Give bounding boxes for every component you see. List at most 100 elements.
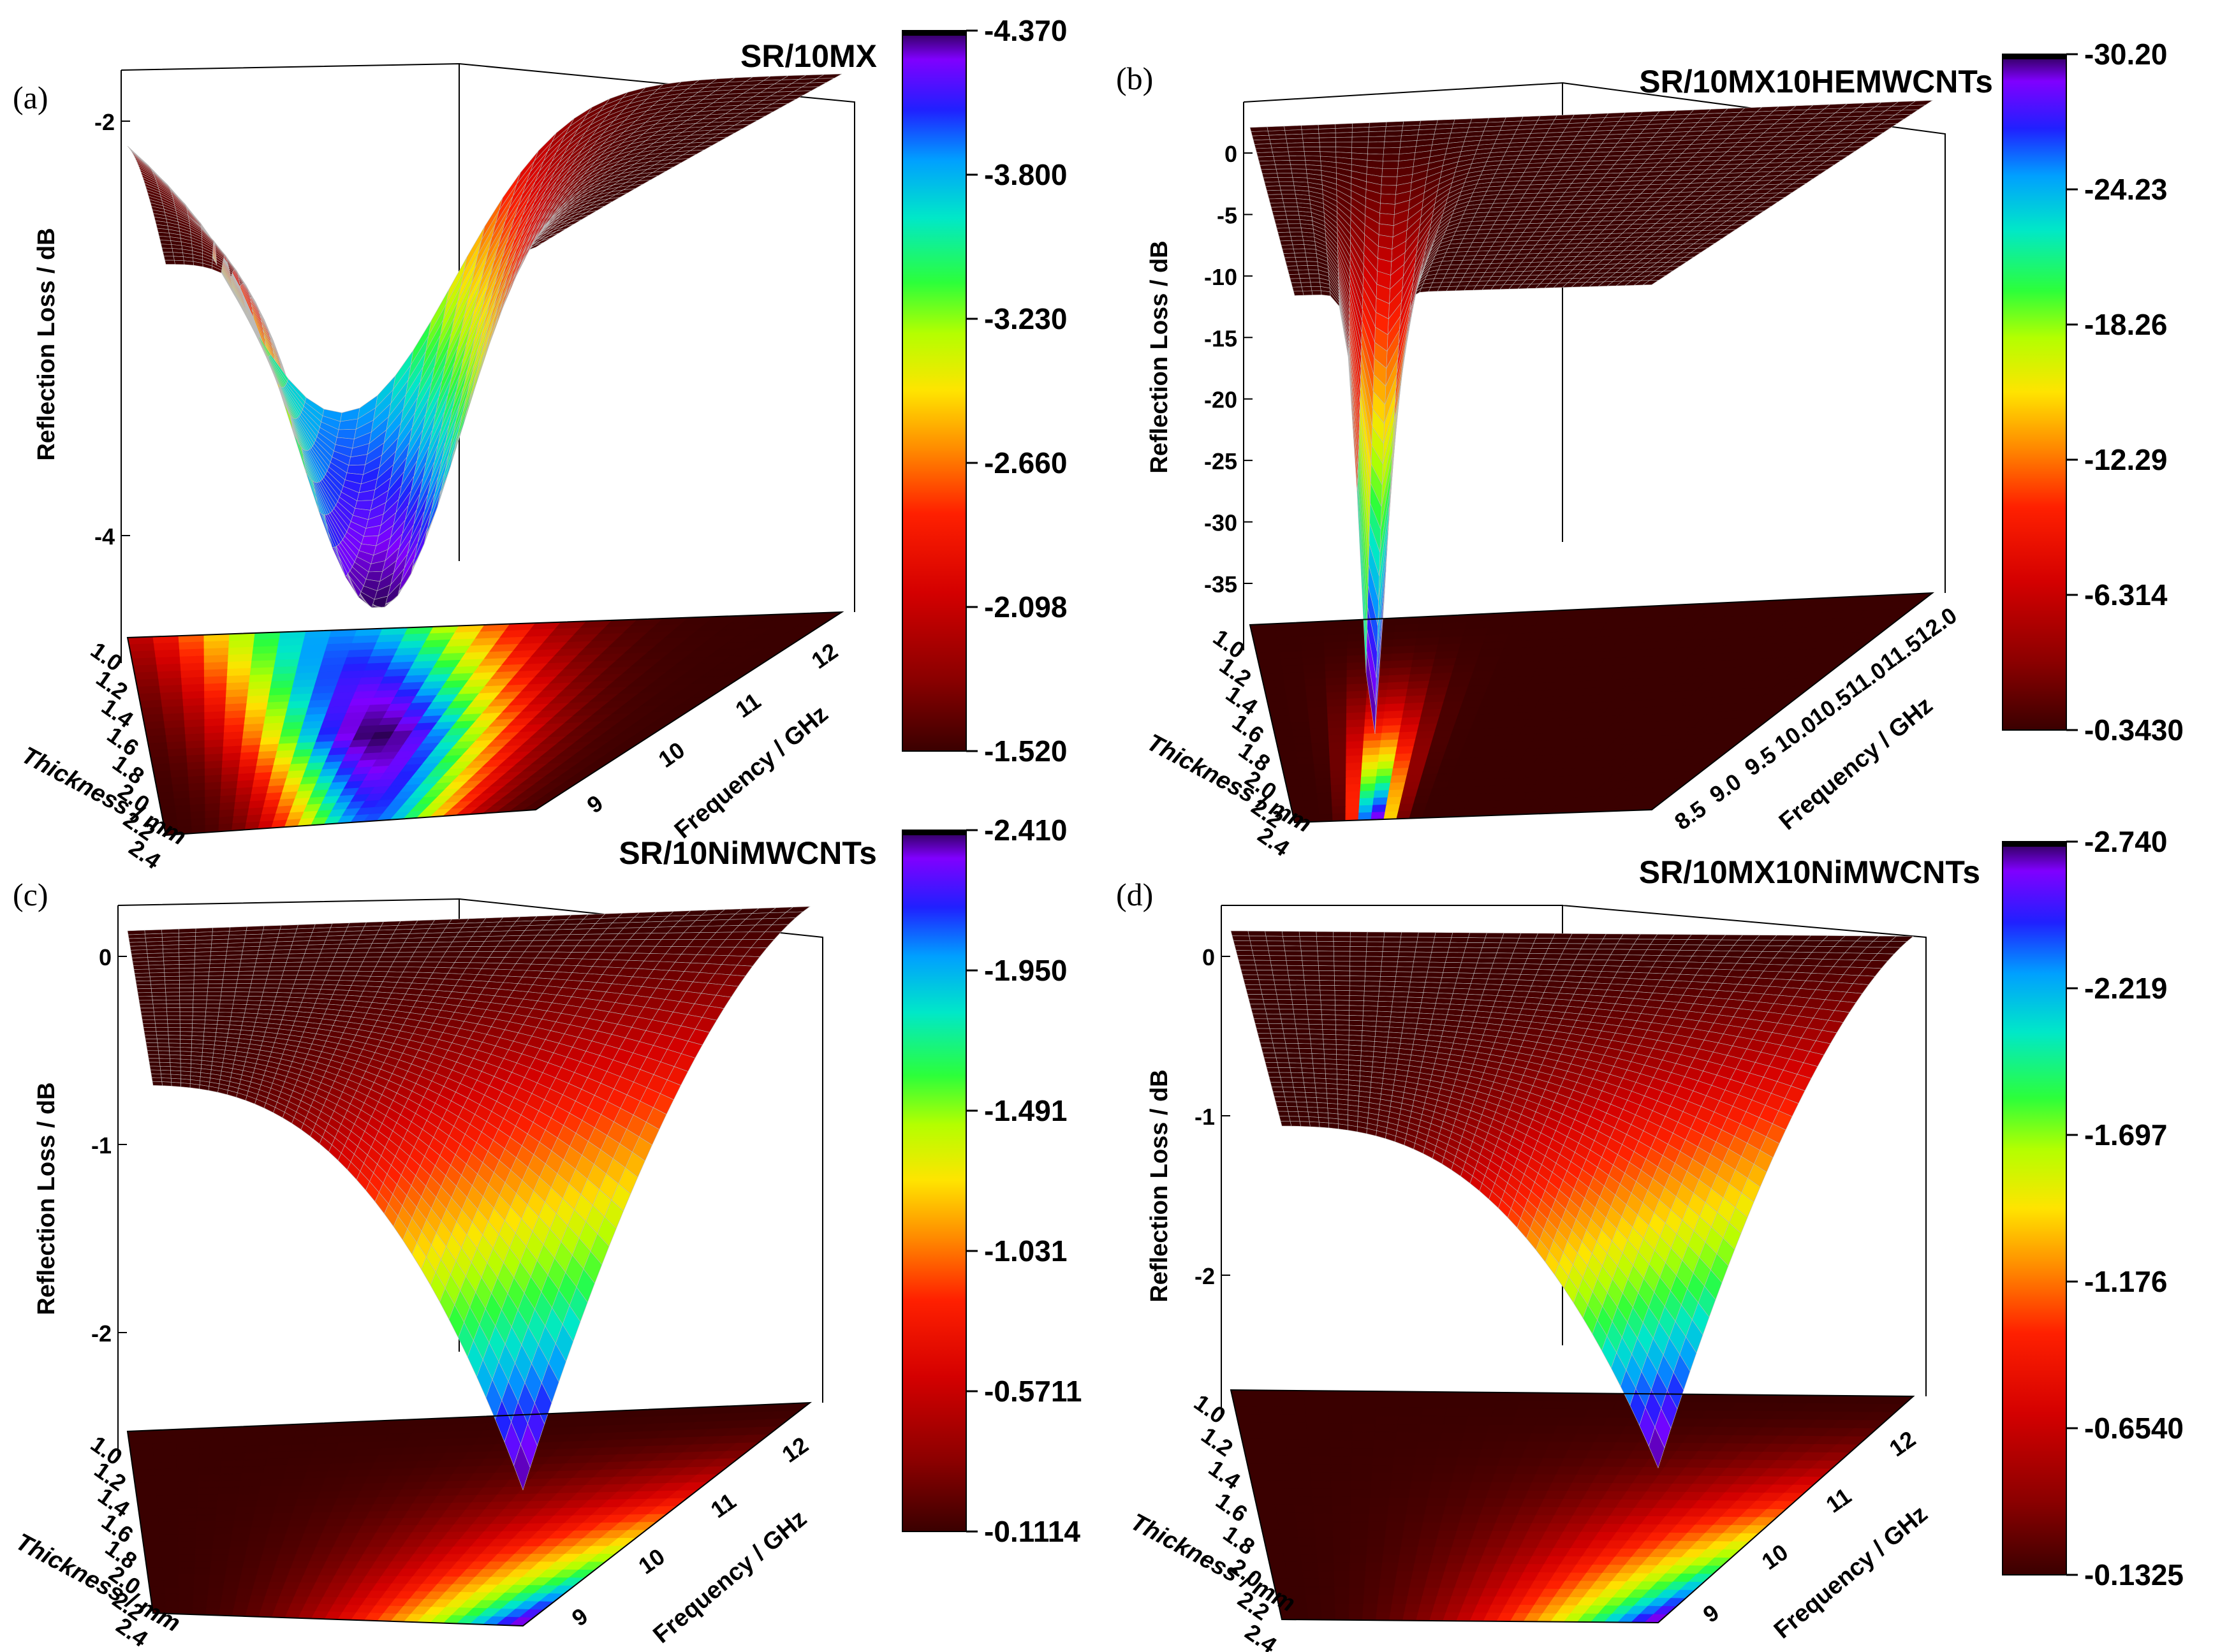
floor-cell bbox=[239, 759, 258, 768]
surface-cell bbox=[1288, 156, 1305, 161]
surface-cell bbox=[1282, 198, 1297, 203]
surface-cell bbox=[1277, 177, 1294, 182]
floor-cell bbox=[297, 658, 324, 667]
surface-cell bbox=[1335, 136, 1353, 143]
z-tick: -4 bbox=[94, 523, 115, 550]
floor-cell bbox=[1399, 796, 1416, 805]
surface-cell bbox=[1290, 236, 1304, 241]
floor-cell bbox=[1272, 722, 1293, 731]
floor-cell bbox=[1330, 763, 1347, 772]
floor-cell bbox=[180, 669, 205, 679]
surface-cell bbox=[1292, 244, 1305, 249]
floor-cell bbox=[199, 1440, 224, 1449]
surface-cell bbox=[1275, 223, 1290, 229]
floor-cell bbox=[186, 754, 205, 763]
floor-cell bbox=[253, 638, 280, 648]
floor-cell bbox=[1455, 714, 1477, 724]
surface-cell bbox=[1318, 128, 1336, 134]
floor-cell bbox=[181, 676, 205, 686]
z-tick: -15 bbox=[1204, 325, 1237, 351]
floor-cell bbox=[223, 724, 245, 733]
floor-cell bbox=[1470, 670, 1495, 680]
surface-cell bbox=[1276, 168, 1293, 174]
surface-cell bbox=[163, 256, 175, 261]
floor-cell bbox=[274, 659, 300, 668]
floor-cell bbox=[1331, 791, 1346, 800]
floor-cell bbox=[1328, 727, 1347, 736]
surface-cell bbox=[1288, 223, 1302, 228]
surface-cell bbox=[1288, 274, 1300, 279]
surface-cell bbox=[1380, 193, 1396, 205]
floor-cell bbox=[1380, 732, 1401, 741]
floor-cell bbox=[325, 643, 353, 652]
surface-cell bbox=[1305, 256, 1318, 262]
floor-cell bbox=[351, 635, 381, 644]
floor-cell bbox=[246, 1438, 272, 1447]
floor-cell bbox=[1376, 768, 1393, 777]
frequency-tick: 8.5 bbox=[1670, 795, 1711, 835]
floor-cell bbox=[241, 737, 262, 747]
floor-cell bbox=[1432, 657, 1457, 667]
floor-cell bbox=[290, 686, 315, 696]
surface-cell bbox=[1369, 122, 1387, 128]
floor-cell bbox=[1267, 701, 1289, 710]
surface-cell bbox=[1335, 142, 1353, 148]
floor-cell bbox=[204, 690, 227, 699]
surface-cell bbox=[1284, 129, 1303, 135]
surface-cell bbox=[1307, 265, 1319, 270]
surface-cell bbox=[1311, 290, 1322, 296]
surface-cell bbox=[1309, 277, 1320, 283]
surface-cell bbox=[1261, 168, 1277, 174]
surface-cell bbox=[1318, 133, 1336, 138]
floor-cell bbox=[346, 649, 374, 658]
surface-cell bbox=[183, 260, 194, 266]
floor-cell bbox=[238, 766, 257, 775]
floor-cell bbox=[1283, 772, 1301, 781]
floor-cell bbox=[1345, 791, 1361, 800]
floor-cell bbox=[343, 656, 371, 666]
floor-cell bbox=[203, 654, 229, 664]
floor-cell bbox=[223, 1439, 248, 1448]
frequency-axis-label: Frequency / GHz bbox=[1774, 692, 1938, 835]
floor-cell bbox=[1324, 655, 1348, 665]
floor-cell bbox=[191, 818, 206, 827]
surface-cell bbox=[1273, 215, 1288, 221]
floor-cell bbox=[203, 640, 230, 650]
floor-cell bbox=[131, 657, 158, 666]
surface-cell bbox=[1302, 290, 1313, 296]
surface-cell bbox=[1267, 130, 1286, 136]
surface-cell bbox=[1279, 186, 1295, 191]
panel-letter: (b) bbox=[1116, 61, 1153, 96]
surface-cell bbox=[1286, 142, 1304, 148]
surface-cell bbox=[1304, 156, 1321, 161]
floor-cell bbox=[158, 678, 182, 687]
floor-cell bbox=[1396, 738, 1416, 748]
floor-cell bbox=[1345, 805, 1360, 814]
floor-cell bbox=[1426, 752, 1446, 761]
floor-cell bbox=[1332, 806, 1346, 815]
floor-cell bbox=[1346, 698, 1367, 707]
floor-cell bbox=[1311, 735, 1330, 744]
floor-cell bbox=[1364, 726, 1383, 735]
colorbar-tick: -2.098 bbox=[984, 590, 1067, 624]
floor-cell bbox=[335, 1442, 363, 1451]
floor-cell bbox=[161, 699, 184, 708]
floor-cell bbox=[150, 756, 170, 765]
floor-cell bbox=[145, 727, 166, 737]
floor-cell bbox=[240, 752, 260, 761]
surface-cell bbox=[165, 259, 175, 265]
floor-cell bbox=[246, 814, 263, 823]
surface-cell bbox=[1306, 261, 1318, 267]
floor-cell bbox=[254, 764, 274, 774]
surface-cell bbox=[1320, 147, 1337, 152]
floor-cell bbox=[1259, 666, 1283, 675]
frequency-tick: 9.5 bbox=[1740, 741, 1781, 780]
floor-cell bbox=[1327, 706, 1348, 715]
floor-cell bbox=[1300, 635, 1325, 645]
floor-cell bbox=[1304, 678, 1327, 687]
floor-cell bbox=[265, 708, 288, 717]
floor-cell bbox=[161, 706, 184, 715]
floor-cell bbox=[316, 671, 342, 680]
floor-cell bbox=[1346, 705, 1367, 714]
floor-cell bbox=[226, 682, 250, 691]
